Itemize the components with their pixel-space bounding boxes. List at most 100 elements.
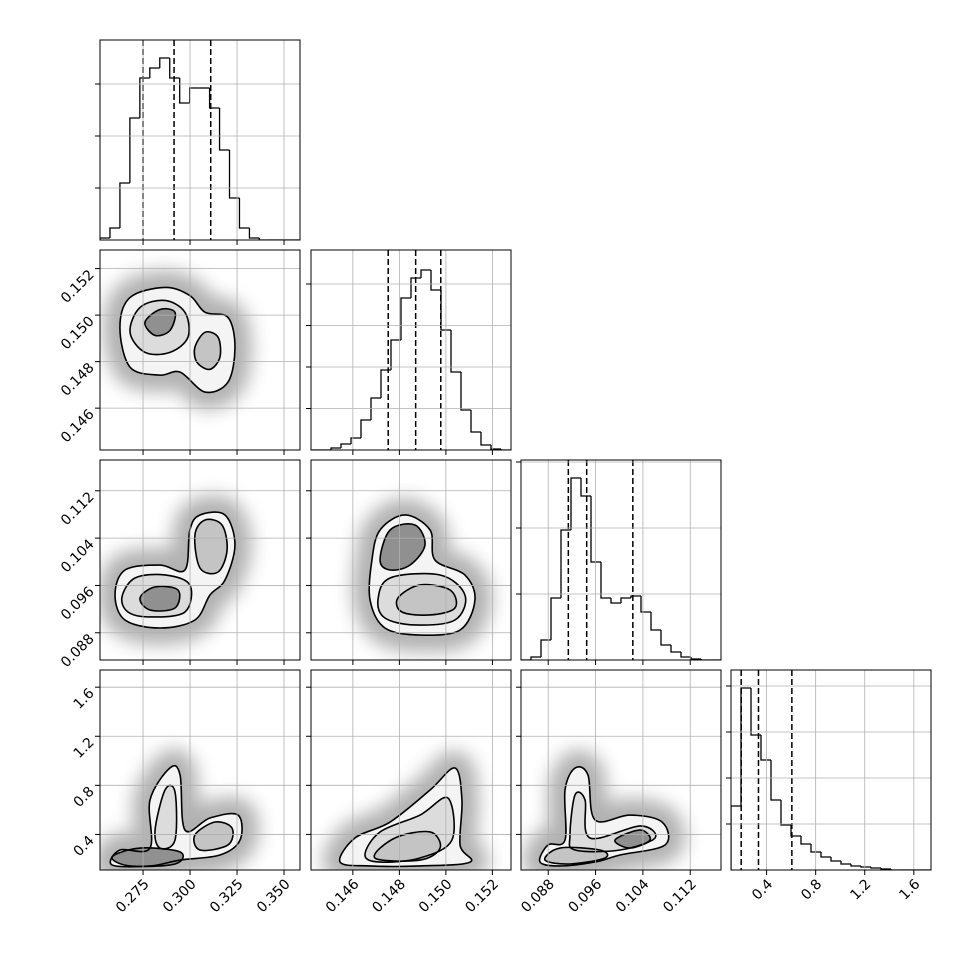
histogram-bin xyxy=(630,595,641,598)
histogram-bin xyxy=(731,805,741,870)
panel-frame xyxy=(99,249,301,451)
contour xyxy=(193,518,228,575)
contour xyxy=(368,514,476,637)
histogram-bin xyxy=(410,277,421,298)
x-tick-label: 0.088 xyxy=(518,876,558,916)
histogram-bin xyxy=(390,339,401,370)
contour xyxy=(376,572,467,626)
panel xyxy=(100,748,260,870)
histogram-bin xyxy=(840,861,851,865)
histogram-bin xyxy=(860,865,871,868)
histogram-bin xyxy=(810,844,821,853)
histogram-bin xyxy=(620,597,631,604)
histogram-bin xyxy=(100,237,110,240)
histogram-bin xyxy=(470,409,481,433)
x-tick-label: 0.8 xyxy=(798,876,825,903)
histogram-bin xyxy=(109,227,120,239)
histogram-bin xyxy=(540,639,551,657)
panel xyxy=(521,460,721,660)
x-tick-label: 0.300 xyxy=(160,876,200,916)
histogram-bin xyxy=(440,290,451,331)
histogram-bin xyxy=(430,270,441,291)
x-tick-label: 0.096 xyxy=(566,876,606,916)
histogram-bin xyxy=(218,108,230,151)
histogram-bin xyxy=(570,477,581,531)
y-tick-label: 0.148 xyxy=(58,360,98,400)
histogram-bin xyxy=(119,182,130,228)
histogram-bin xyxy=(340,443,351,449)
x-tick-label: 0.275 xyxy=(113,876,153,916)
histogram-bin xyxy=(830,857,841,862)
histogram-bin xyxy=(680,652,691,658)
density-fill xyxy=(139,586,180,611)
histogram-bin xyxy=(610,597,621,604)
histogram-bin xyxy=(670,644,681,653)
histogram-bin xyxy=(330,447,341,450)
histogram-bin xyxy=(800,836,811,845)
histogram-bin xyxy=(650,611,661,631)
histogram-bin xyxy=(740,687,751,806)
density-fill xyxy=(154,785,177,849)
contour xyxy=(395,583,458,616)
panel-frame xyxy=(310,459,512,661)
histogram-bin xyxy=(169,57,180,79)
contour xyxy=(109,764,243,868)
contour xyxy=(373,830,442,862)
x-tick-label: 0.152 xyxy=(462,876,502,916)
panel-frame xyxy=(99,459,301,661)
histogram-bin xyxy=(460,371,471,411)
x-tick-label: 1.2 xyxy=(847,876,874,903)
histogram-bin xyxy=(350,437,361,444)
histogram-bin xyxy=(189,87,200,103)
contour xyxy=(120,573,193,618)
histogram-bin xyxy=(248,227,260,239)
y-tick-label: 0.096 xyxy=(58,584,98,624)
histogram-bin xyxy=(790,824,801,837)
histogram-bin xyxy=(760,734,771,761)
histogram-bin xyxy=(208,87,220,109)
contour xyxy=(193,820,234,852)
panel-frame xyxy=(99,39,301,241)
contour xyxy=(544,846,609,865)
panel xyxy=(352,497,493,653)
contour xyxy=(114,511,236,629)
histogram-bin xyxy=(660,630,671,646)
contour xyxy=(364,796,455,863)
panel-frame xyxy=(520,669,722,871)
histogram-bin xyxy=(500,449,511,450)
contour xyxy=(111,847,185,868)
density-fill xyxy=(193,821,234,851)
panel-frame xyxy=(520,459,722,661)
histogram-bin xyxy=(890,869,901,870)
contour xyxy=(129,299,190,356)
histogram-bin xyxy=(820,851,831,858)
histogram-bin xyxy=(360,419,371,439)
histogram-bin xyxy=(560,529,571,598)
histogram-bin xyxy=(600,561,611,599)
contour xyxy=(614,829,652,849)
histogram-bin xyxy=(258,238,270,240)
histogram-bin xyxy=(228,149,240,199)
histogram-bin xyxy=(380,369,391,398)
y-tick-label: 1.6 xyxy=(71,685,98,712)
histogram-bin xyxy=(450,329,461,373)
panel-frame xyxy=(99,669,301,871)
panel xyxy=(731,670,931,870)
contour xyxy=(538,766,670,867)
x-tick-label: 0.104 xyxy=(613,876,653,916)
panel xyxy=(100,40,300,240)
contour xyxy=(119,286,236,394)
panel-frame xyxy=(310,669,512,871)
contour xyxy=(139,585,181,612)
x-tick-label: 0.4 xyxy=(749,876,776,903)
histogram-bin xyxy=(580,478,591,497)
histogram-bin xyxy=(370,397,381,420)
x-tick-label: 1.6 xyxy=(896,876,923,903)
y-tick-label: 0.150 xyxy=(58,313,98,353)
histogram-bin xyxy=(850,863,861,867)
histogram-bin xyxy=(780,800,791,826)
density-fill xyxy=(374,831,441,862)
panel xyxy=(522,749,686,870)
contour xyxy=(379,523,426,571)
histogram-bin xyxy=(870,867,881,869)
